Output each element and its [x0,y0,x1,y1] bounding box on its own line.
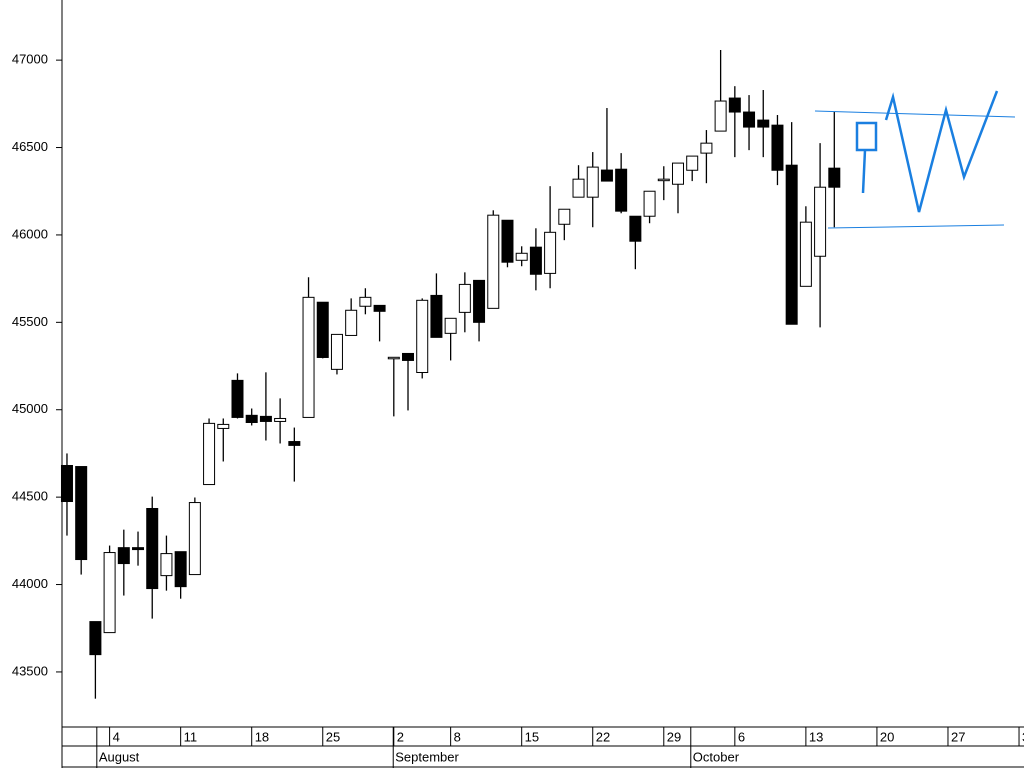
candle-body [103,552,116,634]
candle-body [558,208,571,225]
candle-body [828,167,841,188]
month-label: October [693,749,740,764]
y-tick-label: 43500 [12,663,48,678]
candle-body [188,502,201,576]
candle-body [544,231,557,274]
candle-body [345,309,358,336]
x-tick-label: 15 [525,729,539,744]
x-tick-label: 25 [326,729,340,744]
candle-body [402,352,415,361]
candle-body [629,215,642,242]
y-tick-label: 47000 [12,52,48,67]
y-tick-label: 46000 [12,226,48,241]
y-tick-label: 46500 [12,139,48,154]
x-tick-label: 4 [113,729,120,744]
candle-body [316,301,329,358]
candle-body [274,417,287,422]
channel-line-upper [814,110,1016,118]
candle-body [771,124,784,171]
projection-box [855,121,878,152]
candle-body [245,414,258,423]
x-tick-label: 6 [738,729,745,744]
y-tick-label: 44500 [12,489,48,504]
candle-body [359,296,372,307]
x-tick-label: 27 [951,729,965,744]
x-tick-label: 20 [880,729,894,744]
candle-body [586,166,599,198]
candle-body [387,356,400,360]
candle-body [572,178,585,198]
candle-body [728,97,741,113]
x-tick-label: 11 [184,729,198,744]
x-tick-label: 2 [397,729,404,744]
candle-body [146,507,159,590]
candle-body [430,294,443,338]
candle-body [743,111,756,128]
candle-body [60,464,73,503]
candle-body [117,547,130,565]
candle-body [600,169,613,182]
candle-body [487,214,500,309]
candle-body [785,164,798,325]
candle-body [686,155,699,171]
channel-line-lower [827,224,1005,229]
projection-zigzag [884,90,999,213]
candle-body [671,162,684,185]
y-tick-label: 44000 [12,576,48,591]
candle-body [515,252,528,261]
candle-body [657,178,670,182]
candle-body [473,279,486,323]
candle-body [814,186,827,257]
candle-body [132,547,145,551]
candle-body [501,219,514,263]
projection-wick [861,149,867,194]
month-label: August [99,749,140,764]
candle-body [203,422,216,486]
candle-body [330,333,343,370]
candle-body [643,190,656,217]
candle-body [444,317,457,334]
annotations [814,90,1016,229]
y-tick-label: 45000 [12,401,48,416]
candle-body [160,553,173,577]
x-tick-label: 3 [1022,729,1024,744]
candle-body [217,423,230,429]
x-tick-label: 18 [255,729,269,744]
candle-body [373,304,386,312]
candle-body [757,119,770,128]
candle-body [799,221,812,287]
candle-body [302,296,315,418]
candle-body [529,246,542,275]
candle-body [700,142,713,154]
candle-body [416,299,429,374]
candle-body [288,441,301,446]
candle-body [231,379,244,418]
x-tick-label: 22 [596,729,610,744]
candle-body [615,168,628,212]
y-tick-label: 45500 [12,314,48,329]
candle-body [458,283,471,313]
x-tick-label: 29 [667,729,681,744]
candle-body [714,100,727,132]
candle-body [259,415,272,422]
candle-body [75,466,88,561]
candle-body [89,621,102,656]
month-label: September [395,749,459,764]
x-tick-label: 13 [809,729,823,744]
candle-body [174,551,187,588]
x-tick-label: 8 [454,729,461,744]
